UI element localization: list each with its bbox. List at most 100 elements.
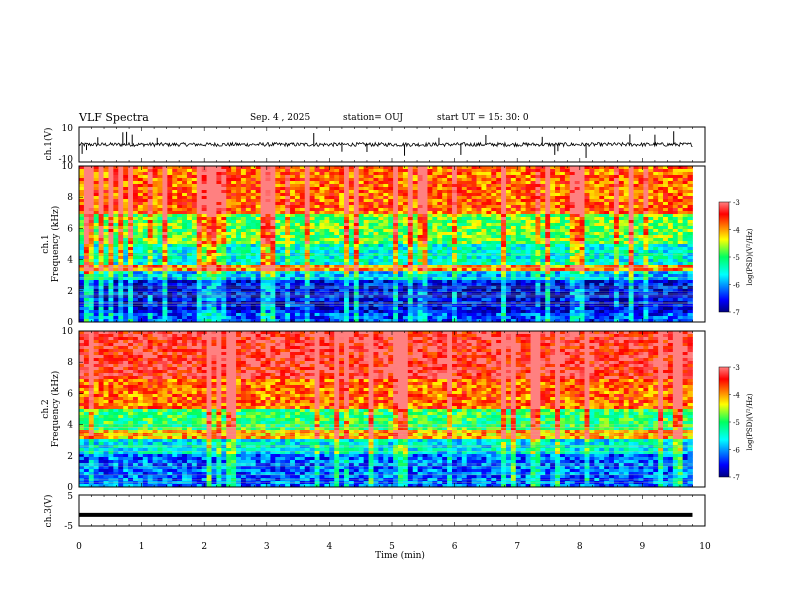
spectrogram-cell xyxy=(103,172,109,176)
spectrogram-cell xyxy=(442,244,448,248)
spectrogram-cell xyxy=(599,256,605,260)
spectrogram-cell xyxy=(456,217,463,221)
spectrogram-cell xyxy=(584,217,590,221)
spectrogram-cell xyxy=(471,223,477,227)
spectrogram-cell xyxy=(672,268,679,272)
spectrogram-cell xyxy=(599,253,605,257)
spectrogram-cell xyxy=(123,241,129,245)
spectrogram-cell xyxy=(344,175,350,179)
spectrogram-cell xyxy=(486,193,492,197)
spectrogram-cell xyxy=(667,262,674,266)
spectrogram-cell xyxy=(555,166,561,170)
spectrogram-cell xyxy=(304,166,311,170)
spectrogram-cell xyxy=(147,196,154,200)
spectrogram-cell xyxy=(348,178,355,182)
spectrogram-cell xyxy=(402,244,409,248)
spectrogram-cell xyxy=(216,271,222,275)
spectrogram-cell xyxy=(142,220,149,224)
spectrogram-cell xyxy=(245,178,252,182)
spectrogram-cell xyxy=(309,166,315,170)
spectrogram-cell xyxy=(113,214,119,218)
spectrogram-cell xyxy=(221,190,227,194)
spectrogram-cell xyxy=(118,208,124,212)
spectrogram-cell xyxy=(589,220,595,224)
spectrogram-cell xyxy=(319,175,325,179)
spectrogram-cell xyxy=(211,205,217,209)
spectrogram-cell xyxy=(83,247,90,251)
spectrogram-cell xyxy=(304,178,311,182)
spectrogram-cell xyxy=(236,187,242,191)
spectrogram-cell xyxy=(88,193,95,197)
spectrogram-cell xyxy=(353,244,360,248)
spectrogram-cell xyxy=(658,229,664,233)
spectrogram-cell xyxy=(564,238,571,242)
spectrogram-cell xyxy=(221,271,227,275)
spectrogram-cell xyxy=(226,229,232,233)
spectrogram-cell xyxy=(353,217,360,221)
spectrogram-cell xyxy=(555,256,561,260)
spectrogram-cell xyxy=(496,211,502,215)
spectrogram-cell xyxy=(540,184,546,188)
spectrogram-cell xyxy=(594,208,600,212)
spectrogram-cell xyxy=(643,259,649,263)
spectrogram-cell xyxy=(245,193,252,197)
spectrogram-cell xyxy=(653,178,659,182)
spectrogram-cell xyxy=(682,223,688,227)
spectrogram-cell xyxy=(648,199,654,203)
spectrogram-cell xyxy=(363,166,369,170)
spectrogram-cell xyxy=(393,241,399,245)
spectrogram-cell xyxy=(339,238,345,242)
spectrogram-cell xyxy=(363,265,369,269)
spectrogram-cell xyxy=(628,250,634,254)
spectrogram-cell xyxy=(260,253,266,257)
spectrogram-cell xyxy=(167,175,173,179)
spectrogram-cell xyxy=(437,226,443,230)
spectrogram-cell xyxy=(290,223,296,227)
spectrogram-cell xyxy=(290,232,296,236)
spectrogram-cell xyxy=(329,220,335,224)
spectrogram-cell xyxy=(476,208,482,212)
spectrogram-cell xyxy=(402,259,409,263)
spectrogram-cell xyxy=(177,265,183,269)
spectrogram-cell xyxy=(525,226,531,230)
spectrogram-cell xyxy=(427,268,433,272)
spectrogram-cell xyxy=(555,217,561,221)
spectrogram-cell xyxy=(363,235,369,239)
spectrogram-cell xyxy=(314,220,320,224)
spectrogram-cell xyxy=(525,274,531,278)
spectrogram-cell xyxy=(319,205,325,209)
spectrogram-cell xyxy=(108,268,114,272)
spectrogram-cell xyxy=(118,280,124,284)
spectrogram-cell xyxy=(515,223,522,227)
spectrogram-cell xyxy=(422,169,428,173)
spectrogram-cell xyxy=(324,166,330,170)
spectrogram-cell xyxy=(510,256,517,260)
spectrogram-cell xyxy=(250,184,257,188)
spectrogram-cell xyxy=(113,217,119,221)
spectrogram-cell xyxy=(442,232,448,236)
spectrogram-cell xyxy=(618,244,625,248)
spectrogram-cell xyxy=(510,238,517,242)
spectrogram-cell xyxy=(137,241,144,245)
spectrogram-cell xyxy=(113,253,119,257)
spectrogram-cell xyxy=(206,268,212,272)
spectrogram-cell xyxy=(442,175,448,179)
spectrogram-cell xyxy=(157,202,163,206)
spectrogram-cell xyxy=(633,229,639,233)
spectrogram-cell xyxy=(373,208,379,212)
spectrogram-cell xyxy=(427,238,433,242)
spectrogram-cell xyxy=(667,196,674,200)
spectrogram-cell xyxy=(481,178,487,182)
spectrogram-cell xyxy=(172,172,178,176)
spectrogram-cell xyxy=(398,184,404,188)
spectrogram-cell xyxy=(309,244,315,248)
spectrogram-cell xyxy=(618,211,625,215)
spectrogram-cell xyxy=(466,205,473,209)
spectrogram-cell xyxy=(682,211,688,215)
spectrogram-cell xyxy=(648,277,654,281)
spectrogram-cell xyxy=(515,178,522,182)
spectrogram-cell xyxy=(378,226,384,230)
spectrogram-cell xyxy=(471,199,477,203)
spectrogram-cell xyxy=(142,184,149,188)
spectrogram-cell xyxy=(398,247,404,251)
